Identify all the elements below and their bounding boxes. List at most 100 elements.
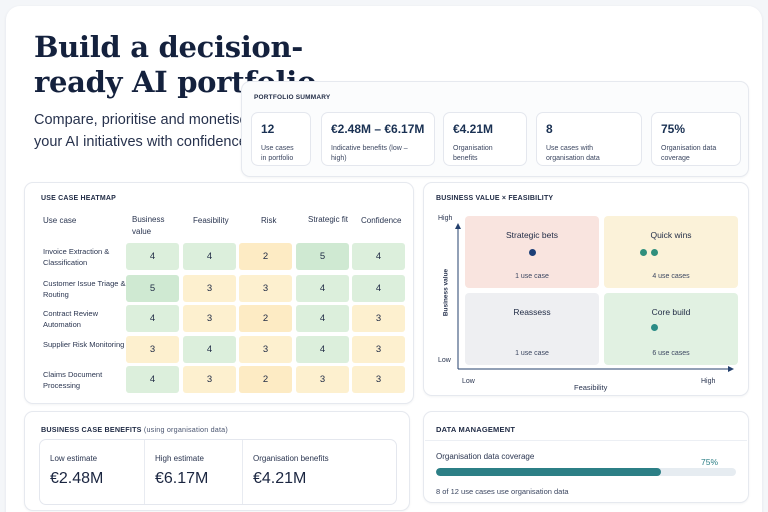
quadrant-name: Core build [651,307,691,317]
quadrant-name: Reassess [513,307,551,317]
heatmap-cell[interactable]: 3 [126,336,179,363]
value-feasibility-matrix-card: Business value × Feasibility High Low Bu… [423,182,749,396]
use-case-dot[interactable] [651,249,658,256]
heatmap-cell[interactable]: 3 [183,275,236,302]
benefits-title-text: Business case benefits [41,425,142,434]
column-header-strategic-fit: Strategic fit [308,215,349,224]
quadrant-count: 6 use cases [652,350,690,357]
benefit-high-estimate: High estimate €6.17M [144,440,242,504]
coverage-label: Organisation data coverage [436,452,535,461]
heatmap-cell[interactable]: 4 [352,275,405,302]
data-management-title: Data management [436,425,516,434]
heatmap-cell[interactable]: 5 [126,275,179,302]
stat-use-cases: 12 Use cases in portfolio [251,112,311,166]
heatmap-row-label: Claims Document Processing [43,370,103,390]
x-axis-arrow [728,366,734,372]
stat-label: Organisation data coverage [661,145,717,162]
heatmap-cell[interactable]: 4 [183,336,236,363]
heatmap-cell[interactable]: 2 [239,243,292,270]
heatmap-cell[interactable]: 4 [126,305,179,332]
stat-label: Use cases in portfolio [261,145,294,162]
heatmap-row-label: Supplier Risk Monitoring [43,340,125,349]
heatmap-cell[interactable]: 3 [352,366,405,393]
benefit-organisation: Organisation benefits €4.21M [242,440,396,504]
heatmap-cell[interactable]: 3 [183,366,236,393]
stat-label: Indicative benefits (low – high) [331,145,408,162]
heatmap-row-label: Invoice Extraction & Classification [43,247,110,267]
hero-subtitle: Compare, prioritise and monetise your AI… [34,112,251,150]
use-case-dot[interactable] [529,249,536,256]
column-header-risk: Risk [261,216,277,225]
coverage-progress-fill [436,468,661,476]
heatmap-cell[interactable]: 4 [352,243,405,270]
stat-data-coverage: 75% Organisation data coverage [651,112,741,166]
quadrant-quick-wins[interactable]: Quick wins 4 use cases [604,216,738,288]
heatmap-row-label: Customer Issue Triage & Routing [43,279,126,299]
data-management-body [425,440,747,502]
heatmap-cell[interactable]: 3 [239,275,292,302]
heatmap-cell[interactable]: 4 [296,336,349,363]
heatmap-cell[interactable]: 3 [183,305,236,332]
heatmap-title: Use case heatmap [41,195,117,202]
x-axis-title: Feasibility [574,383,608,392]
quadrant-count: 1 use case [515,273,549,280]
heatmap-cell[interactable]: 3 [352,336,405,363]
y-axis-high-label: High [438,215,453,222]
heatmap-cell[interactable]: 3 [352,305,405,332]
x-axis-low-label: Low [462,378,475,385]
coverage-caption: 8 of 12 use cases use organisation data [436,487,569,496]
portfolio-summary-card: Portfolio summary 12 Use cases in portfo… [241,81,749,177]
column-header-feasibility: Feasibility [193,216,229,225]
coverage-progress-track [436,468,736,476]
quadrant-core-build[interactable]: Core build 6 use cases [604,293,738,365]
quadrant-name: Quick wins [650,230,692,240]
stat-organisation-benefits: €4.21M Organisation benefits [443,112,527,166]
quadrant-strategic-bets[interactable]: Strategic bets 1 use case [465,216,599,288]
matrix-axes [455,223,734,372]
stat-value: €4.21M [453,122,494,136]
benefits-title: Business case benefits (using organisati… [41,425,228,434]
stat-use-cases-with-data: 8 Use cases with organisation data [536,112,642,166]
benefit-low-estimate: Low estimate €2.48M [40,440,144,504]
column-header-confidence: Confidence [361,216,402,225]
quadrant-name: Strategic bets [506,230,558,240]
quadrant-count: 4 use cases [652,273,690,280]
stat-value: €2.48M – €6.17M [331,122,425,136]
benefits-panel: Low estimate €2.48M High estimate €6.17M… [39,439,397,505]
heatmap-cell[interactable]: 4 [296,305,349,332]
heatmap-cell[interactable]: 3 [239,336,292,363]
stat-indicative-benefits: €2.48M – €6.17M Indicative benefits (low… [321,112,435,166]
benefit-label: Organisation benefits [253,454,329,463]
use-case-dot[interactable] [651,324,658,331]
quadrant-count: 1 use case [515,350,549,357]
use-case-dot[interactable] [640,249,647,256]
business-case-benefits-card: Business case benefits (using organisati… [24,411,410,511]
use-case-heatmap-card: Use case heatmap Use case Business value… [24,182,414,404]
heatmap-cell[interactable]: 2 [239,305,292,332]
quadrant-reassess[interactable]: Reassess 1 use case [465,293,599,365]
heatmap-cell[interactable]: 4 [126,366,179,393]
heatmap-cell[interactable]: 3 [296,366,349,393]
heatmap-cell[interactable]: 2 [239,366,292,393]
y-axis-arrow [455,223,461,229]
benefit-value: €2.48M [50,470,104,487]
matrix-title: Business value × Feasibility [436,195,554,202]
heatmap-cell[interactable]: 5 [296,243,349,270]
stat-value: 12 [261,122,275,136]
y-axis-low-label: Low [438,357,451,364]
stat-label: Use cases with organisation data [546,145,600,162]
coverage-value: 75% [701,457,719,467]
data-management-card: Data management Organisation data covera… [423,411,749,503]
stat-label: Organisation benefits [453,145,493,162]
portfolio-summary-title: Portfolio summary [254,94,331,101]
heatmap-row-label: Contract Review Automation [43,309,99,329]
benefit-label: Low estimate [50,454,98,463]
heatmap-cell[interactable]: 4 [183,243,236,270]
benefit-value: €4.21M [253,470,307,487]
benefit-label: High estimate [155,454,204,463]
heatmap-cell[interactable]: 4 [126,243,179,270]
benefit-value: €6.17M [155,470,209,487]
heatmap-cell[interactable]: 4 [296,275,349,302]
stat-value: 8 [546,122,553,136]
x-axis-high-label: High [701,378,716,385]
